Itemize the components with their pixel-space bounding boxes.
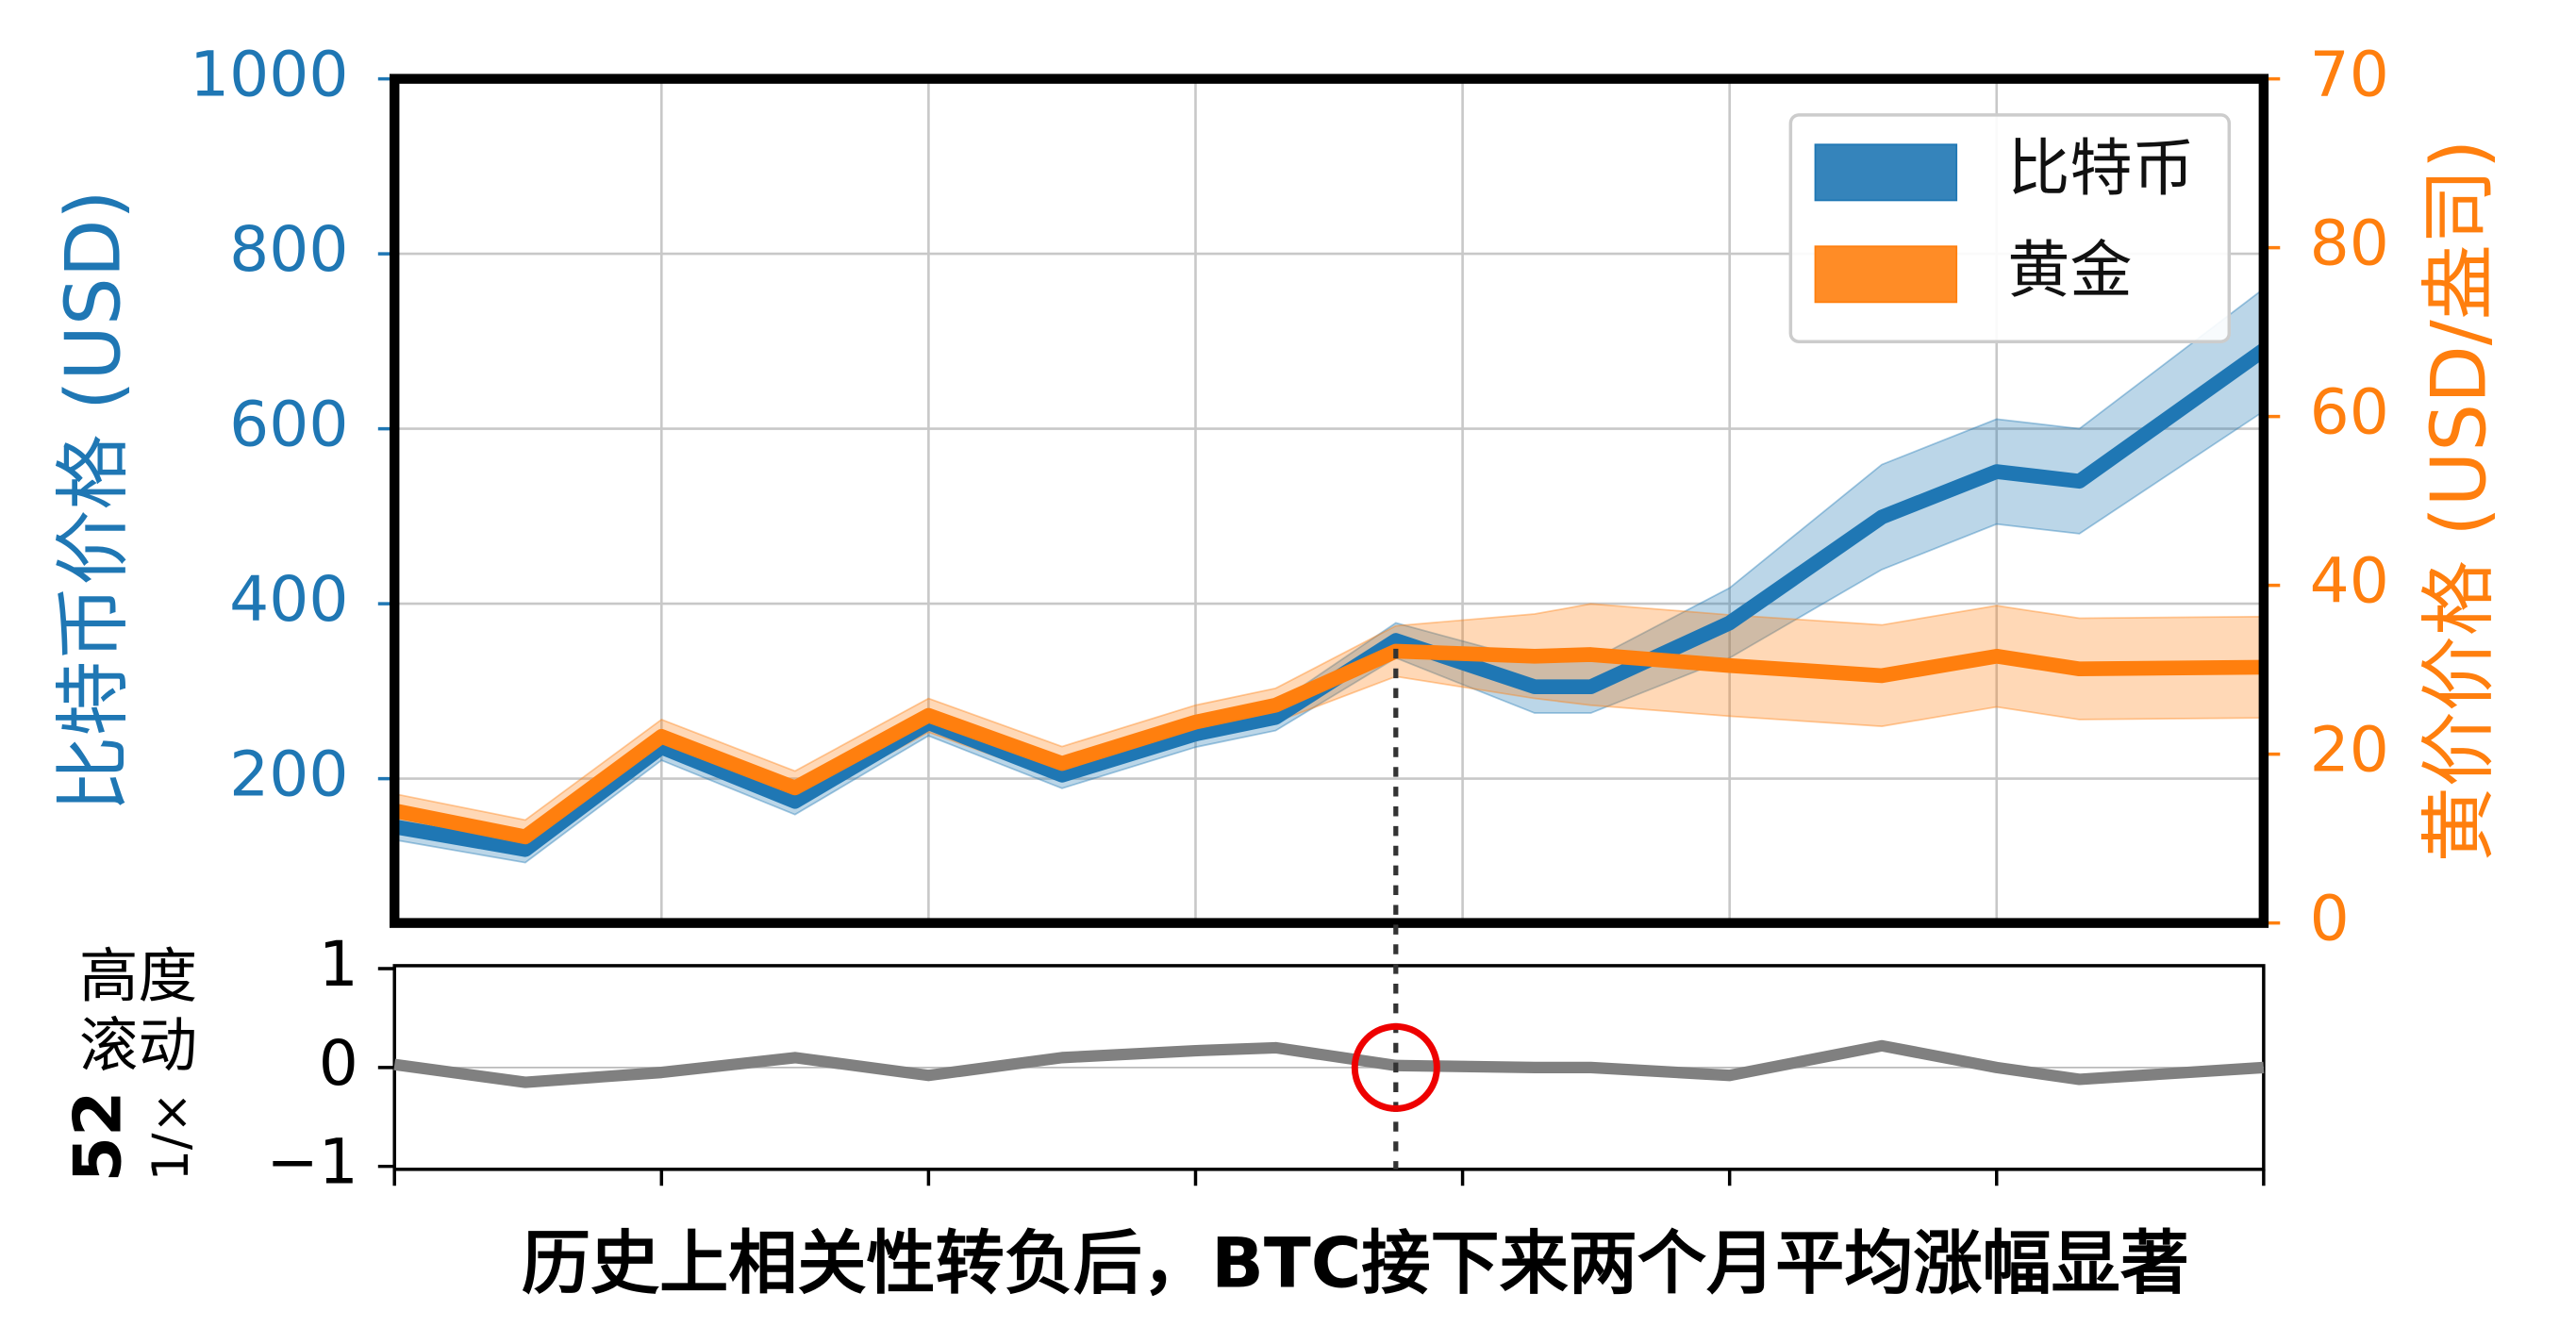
y-axis-label: 52	[59, 1091, 136, 1183]
y2-axis-label: 黄价价格 (USD/盎司)	[2415, 140, 2502, 863]
y-tick-label: 0	[319, 1027, 358, 1100]
y-tick-label: 1	[319, 928, 358, 1001]
y-axis-label: 1/×	[143, 1092, 200, 1182]
legend-label: 黄金	[2007, 234, 2132, 307]
y-tick-label: −1	[266, 1126, 358, 1199]
y-axis-label: 比特币价格 (USD)	[50, 190, 138, 812]
y-tick-label: 1000	[190, 39, 348, 111]
y2-tick-label: 60	[2310, 376, 2389, 449]
error-band	[393, 287, 2265, 864]
legend-swatch	[1814, 245, 1958, 304]
y2-tick-label: 70	[2310, 39, 2389, 111]
y2-tick-label: 40	[2310, 545, 2389, 618]
y-axis-label: 高度	[79, 942, 197, 1011]
y-tick-label: 400	[229, 563, 348, 636]
series-line	[393, 1039, 2265, 1088]
y-tick-label: 800	[229, 213, 348, 286]
legend-label: 比特币	[2007, 132, 2194, 205]
y2-tick-label: 20	[2310, 714, 2389, 787]
error-band	[393, 603, 2265, 855]
y2-tick-label: 0	[2310, 883, 2350, 955]
series-line	[392, 643, 2264, 845]
highlight-circle	[1351, 1022, 1440, 1112]
legend-swatch	[1814, 143, 1958, 202]
y-tick-label: 200	[229, 738, 348, 811]
y-tick-label: 600	[229, 389, 348, 461]
y2-tick-label: 80	[2310, 207, 2389, 280]
plot-frame	[389, 74, 2269, 928]
y-axis-label: 滚动	[79, 1011, 197, 1080]
caption: 历史上相关性转负后，BTC接下来两个月平均涨幅显著	[522, 1223, 2189, 1303]
